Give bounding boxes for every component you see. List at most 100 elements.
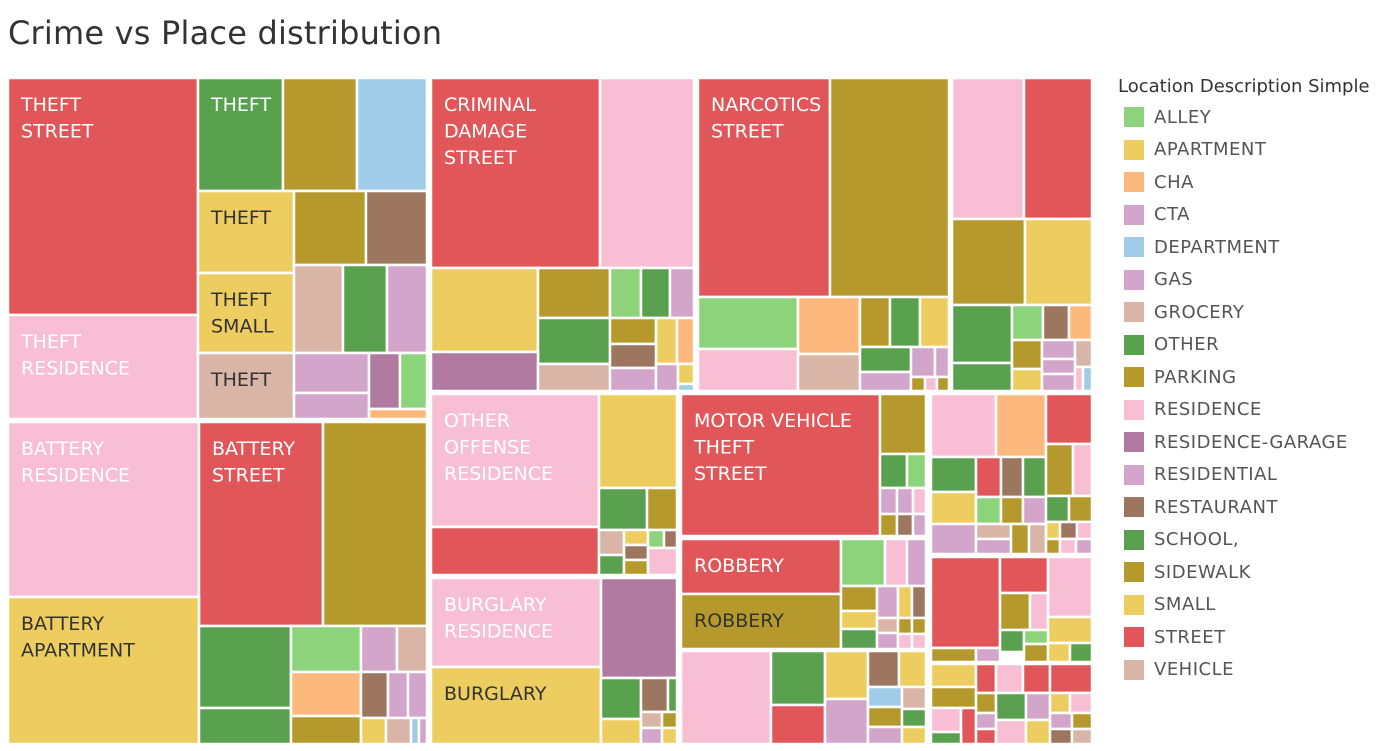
- treemap-cell[interactable]: [896, 584, 914, 620]
- treemap-cell[interactable]: [994, 718, 1028, 746]
- treemap-cell[interactable]: [6, 420, 201, 599]
- treemap-cell[interactable]: [900, 685, 928, 711]
- treemap-cell[interactable]: [1048, 711, 1074, 731]
- treemap-cell[interactable]: [289, 624, 363, 674]
- treemap-cell[interactable]: [933, 345, 951, 379]
- treemap-cell[interactable]: [1021, 495, 1048, 526]
- treemap-cell[interactable]: [1040, 372, 1077, 393]
- treemap-cell[interactable]: [367, 351, 402, 411]
- legend-item[interactable]: STREET: [1118, 621, 1378, 654]
- treemap-cell[interactable]: [888, 295, 922, 349]
- treemap-cell[interactable]: [929, 730, 963, 746]
- treemap-cell[interactable]: [900, 707, 928, 729]
- treemap-cell[interactable]: [1073, 338, 1094, 369]
- treemap-cell[interactable]: [839, 584, 879, 613]
- treemap-cell[interactable]: [878, 452, 909, 490]
- treemap-cell[interactable]: [385, 263, 429, 355]
- treemap-cell[interactable]: [1071, 442, 1094, 498]
- treemap-cell[interactable]: [858, 345, 913, 374]
- treemap-cell[interactable]: [929, 490, 978, 526]
- treemap-cell[interactable]: [998, 591, 1032, 632]
- treemap-cell[interactable]: [639, 726, 664, 746]
- treemap-cell[interactable]: [696, 347, 800, 393]
- treemap-cell[interactable]: [929, 662, 978, 689]
- treemap-cell[interactable]: [1058, 537, 1078, 556]
- treemap-cell[interactable]: [622, 543, 650, 562]
- treemap-cell[interactable]: [900, 725, 928, 746]
- treemap-cell[interactable]: [1068, 691, 1094, 715]
- treemap-cell[interactable]: [878, 392, 928, 456]
- treemap-cell[interactable]: [597, 553, 626, 577]
- legend-item[interactable]: RESIDENCE: [1118, 394, 1378, 427]
- treemap-cell[interactable]: [895, 486, 915, 516]
- treemap-cell[interactable]: [608, 366, 658, 393]
- treemap-cell[interactable]: [994, 392, 1048, 459]
- treemap-cell[interactable]: [639, 266, 672, 320]
- treemap-cell[interactable]: [896, 616, 914, 636]
- treemap-cell[interactable]: [875, 584, 900, 620]
- treemap-cell[interactable]: [1023, 217, 1094, 307]
- treemap-cell[interactable]: [896, 632, 914, 651]
- treemap-cell[interactable]: [878, 486, 899, 516]
- treemap-cell[interactable]: [289, 714, 363, 746]
- treemap-cell[interactable]: [911, 512, 928, 538]
- treemap-cell[interactable]: [998, 628, 1026, 654]
- treemap-cell[interactable]: [911, 486, 928, 516]
- treemap-cell[interactable]: [883, 537, 909, 588]
- treemap-cell[interactable]: [1027, 522, 1048, 556]
- treemap-cell[interactable]: [341, 263, 389, 355]
- treemap-cell[interactable]: [950, 303, 1014, 365]
- treemap-cell[interactable]: [417, 716, 429, 746]
- treemap-cell[interactable]: [839, 627, 879, 651]
- legend-item[interactable]: CTA: [1118, 199, 1378, 232]
- treemap-cell[interactable]: [1021, 455, 1048, 499]
- treemap-cell[interactable]: [1067, 494, 1094, 524]
- treemap-cell[interactable]: [321, 420, 429, 628]
- treemap-cell[interactable]: [974, 646, 1002, 664]
- treemap-cell[interactable]: [769, 703, 827, 746]
- treemap-cell[interactable]: [1081, 365, 1094, 393]
- treemap-cell[interactable]: [1044, 392, 1094, 446]
- treemap-cell[interactable]: [646, 546, 679, 577]
- treemap-cell[interactable]: [974, 522, 1013, 541]
- legend-item[interactable]: RESTAURANT: [1118, 491, 1378, 524]
- treemap-cell[interactable]: [1044, 442, 1075, 498]
- treemap-cell[interactable]: [1048, 691, 1072, 715]
- treemap-cell[interactable]: [1067, 303, 1094, 342]
- treemap-cell[interactable]: [429, 350, 540, 393]
- treemap-cell[interactable]: [897, 649, 928, 689]
- treemap-cell[interactable]: [197, 706, 293, 746]
- treemap-cell[interactable]: [858, 295, 892, 349]
- treemap-cell[interactable]: [918, 295, 951, 349]
- legend-item[interactable]: GROCERY: [1118, 296, 1378, 329]
- treemap-cell[interactable]: [796, 295, 862, 356]
- treemap-cell[interactable]: [536, 266, 612, 320]
- treemap-cell[interactable]: [666, 676, 679, 714]
- treemap-cell[interactable]: [6, 76, 200, 317]
- treemap-cell[interactable]: [608, 266, 643, 320]
- treemap-cell[interactable]: [668, 266, 696, 320]
- treemap-cell[interactable]: [292, 351, 371, 395]
- treemap-cell[interactable]: [654, 362, 680, 393]
- treemap-cell[interactable]: [839, 609, 879, 631]
- treemap-cell[interactable]: [660, 710, 679, 730]
- treemap-cell[interactable]: [197, 420, 325, 628]
- treemap-cell[interactable]: [1046, 615, 1094, 645]
- treemap-cell[interactable]: [875, 631, 900, 651]
- treemap-cell[interactable]: [1074, 537, 1094, 556]
- treemap-cell[interactable]: [974, 455, 1003, 499]
- treemap-cell[interactable]: [292, 189, 368, 267]
- treemap-cell[interactable]: [929, 706, 963, 734]
- treemap-cell[interactable]: [599, 676, 643, 721]
- legend-item[interactable]: SCHOOL,: [1118, 524, 1378, 557]
- treemap-cell[interactable]: [998, 555, 1050, 595]
- treemap-cell[interactable]: [999, 495, 1025, 526]
- treemap-cell[interactable]: [1044, 537, 1062, 556]
- treemap-cell[interactable]: [950, 76, 1026, 221]
- treemap-cell[interactable]: [645, 486, 679, 532]
- treemap-cell[interactable]: [597, 486, 649, 532]
- treemap-cell[interactable]: [905, 452, 928, 490]
- treemap-cell[interactable]: [1046, 641, 1072, 664]
- treemap-cell[interactable]: [1022, 642, 1050, 664]
- treemap-cell[interactable]: [654, 316, 679, 366]
